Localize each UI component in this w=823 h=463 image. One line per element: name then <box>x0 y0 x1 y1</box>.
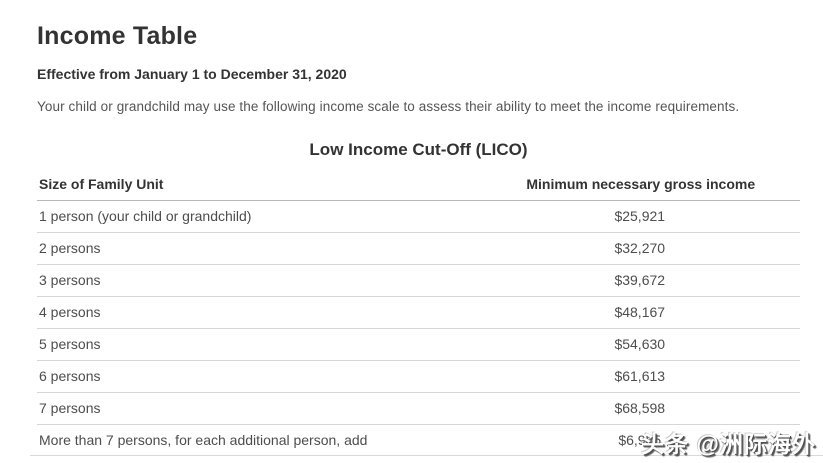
table-row: 3 persons $39,672 <box>37 264 800 297</box>
table-row: 1 person (your child or grandchild) $25,… <box>37 200 800 233</box>
income-cell: $54,630 <box>479 328 800 361</box>
income-cell: $61,613 <box>479 360 800 393</box>
table-header-row: Size of Family Unit Minimum necessary gr… <box>37 170 800 201</box>
income-cell: $32,270 <box>479 232 800 265</box>
table-caption: Low Income Cut-Off (LICO) <box>309 140 528 159</box>
table-row: 4 persons $48,167 <box>37 296 800 329</box>
page-title: Income Table <box>37 22 198 50</box>
table-row: More than 7 persons, for each additional… <box>37 425 800 457</box>
income-cell: $39,672 <box>479 264 800 297</box>
column-header-family-size: Size of Family Unit <box>37 170 480 201</box>
family-size-cell: 6 persons <box>37 360 480 393</box>
intro-text: Your child or grandchild may use the fol… <box>37 99 740 114</box>
family-size-cell: 7 persons <box>37 392 480 425</box>
bottom-divider <box>30 455 823 456</box>
column-header-income: Minimum necessary gross income <box>479 170 800 201</box>
table-row: 6 persons $61,613 <box>37 360 800 393</box>
income-cell: $25,921 <box>479 200 800 233</box>
family-size-cell: 3 persons <box>37 264 480 297</box>
effective-dates: Effective from January 1 to December 31,… <box>37 66 347 82</box>
family-size-cell: More than 7 persons, for each additional… <box>39 432 368 448</box>
table-row: 2 persons $32,270 <box>37 232 800 265</box>
watermark: 头条 @洲际海外 <box>641 431 816 457</box>
income-cell: $68,598 <box>479 392 800 425</box>
family-size-cell: 5 persons <box>37 328 480 361</box>
lico-table: Size of Family Unit Minimum necessary gr… <box>37 170 800 456</box>
income-cell: $48,167 <box>479 296 800 329</box>
income-cell: $6,985 <box>618 432 662 448</box>
family-size-cell: 4 persons <box>37 296 480 329</box>
family-size-cell: 2 persons <box>37 232 480 265</box>
family-size-cell: 1 person (your child or grandchild) <box>37 200 480 233</box>
table-row: 5 persons $54,630 <box>37 328 800 361</box>
table-row: 7 persons $68,598 <box>37 392 800 425</box>
